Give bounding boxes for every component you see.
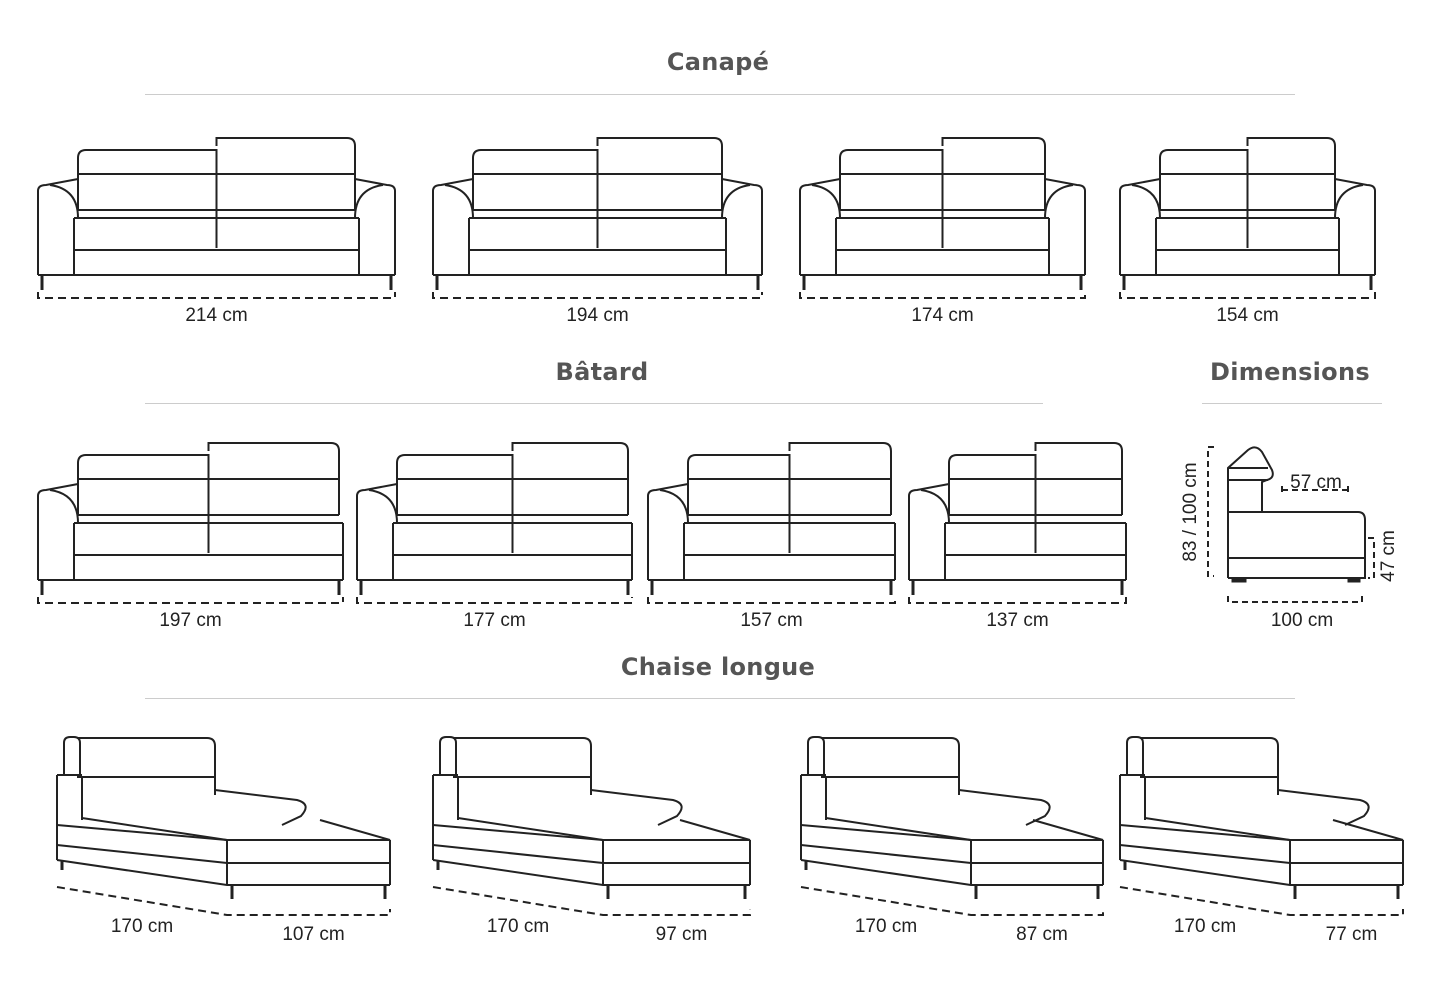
width-label: 77 cm [1326, 924, 1378, 945]
canape-sofa-2-width-label: 194 cm [566, 305, 628, 326]
batard-divider [145, 403, 1043, 404]
batard-sofa-1-width-label: 197 cm [159, 610, 221, 631]
width-label: 97 cm [656, 924, 708, 945]
chaise-longue-2: 170 cm 97 cm [432, 736, 751, 945]
canape-sofa-3: 174 cm [799, 137, 1086, 326]
side-view-dimensions: 57 cm 83 / 100 cm 47 cm 100 cm [1180, 446, 1399, 631]
length-label: 170 cm [1174, 916, 1236, 937]
batard-sofa-4: 137 cm [908, 442, 1127, 631]
chaise-longue-4: 170 cm 77 cm [1119, 736, 1404, 945]
canape-sofa-1: 214 cm [37, 137, 396, 326]
batard-sofa-3: 157 cm [647, 442, 896, 631]
length-label: 170 cm [487, 916, 549, 937]
height-label: 83 / 100 cm [1180, 462, 1201, 561]
length-label: 170 cm [111, 916, 173, 937]
canape-sofa-1-width-label: 214 cm [185, 305, 247, 326]
chaise-longue-title: Chaise longue [620, 653, 816, 681]
canape-sofa-2: 194 cm [432, 137, 763, 326]
canape-sofa-4-width-label: 154 cm [1216, 305, 1278, 326]
canape-title: Canapé [666, 48, 770, 76]
canape-sofa-3-width-label: 174 cm [911, 305, 973, 326]
width-label: 107 cm [282, 924, 344, 945]
dimensions-title: Dimensions [1210, 358, 1370, 386]
batard-sofa-2-width-label: 177 cm [463, 610, 525, 631]
batard-sofa-3-width-label: 157 cm [740, 610, 802, 631]
chaise-longue-divider [145, 698, 1295, 699]
width-label: 87 cm [1016, 924, 1068, 945]
depth-label: 100 cm [1271, 610, 1333, 631]
batard-sofa-2: 177 cm [356, 442, 633, 631]
batard-title: Bâtard [555, 358, 649, 386]
batard-sofa-1: 197 cm [37, 442, 344, 631]
batard-sofa-4-width-label: 137 cm [986, 610, 1048, 631]
dimensions-divider [1202, 403, 1382, 404]
chaise-longue-1: 170 cm 107 cm [56, 736, 391, 945]
chaise-longue-3: 170 cm 87 cm [800, 736, 1104, 945]
seat-depth-label: 57 cm [1290, 472, 1342, 493]
seat-height-label: 47 cm [1378, 530, 1399, 582]
canape-sofa-4: 154 cm [1119, 137, 1376, 326]
canape-divider [145, 94, 1295, 95]
length-label: 170 cm [855, 916, 917, 937]
